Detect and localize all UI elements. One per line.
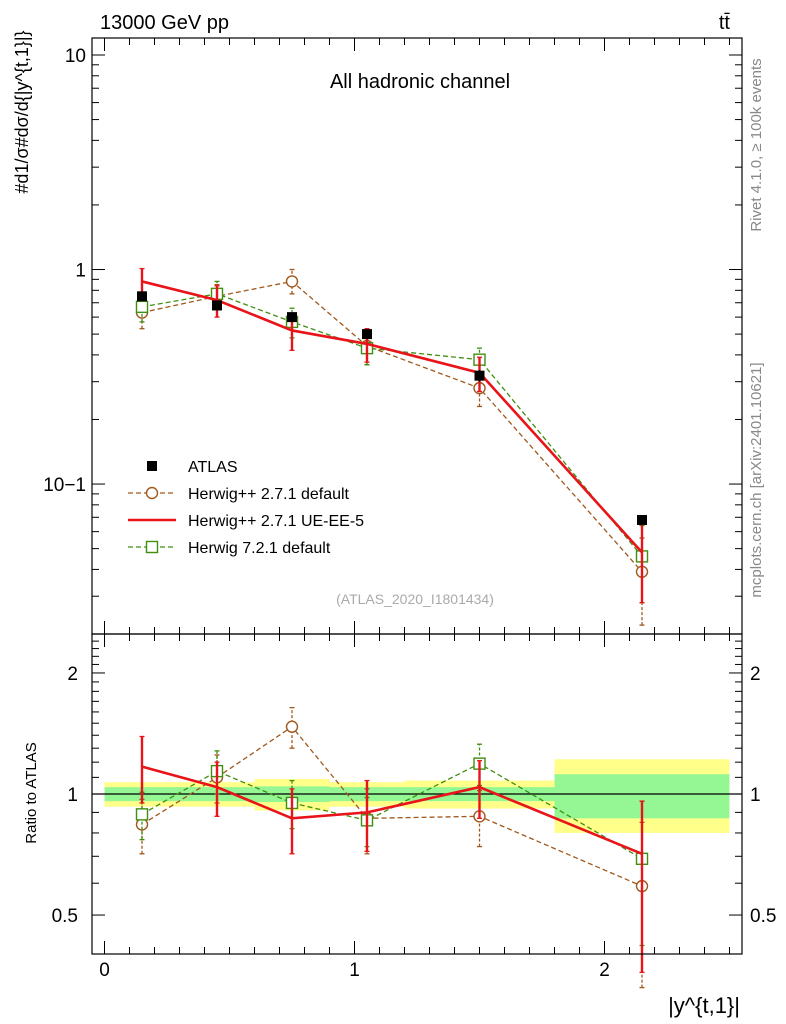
ratio-y-tick-label: 0.5 [52, 906, 78, 927]
analysis-watermark: (ATLAS_2020_I1801434) [336, 591, 494, 607]
main-herwig-2-7-1-default-marker [285, 275, 299, 288]
legend-marker-atlas [147, 461, 157, 471]
y-tick-label: 10−1 [43, 475, 86, 496]
x-tick-label: 1 [349, 960, 360, 981]
x-tick-label: 0 [99, 960, 110, 981]
atlas-data-point [474, 370, 485, 381]
main-herwig-7-2-1-default-line [141, 293, 643, 557]
ratio-panel: Ratio to ATLAS 0.5 0.5 1 1 2 2 0 1 2 |y^{t,1}| [23, 38, 776, 1018]
atlas-data-point [362, 329, 372, 340]
main-herwig-2-7-1-default-line [141, 280, 643, 573]
y-tick-label: 10 [65, 46, 86, 67]
y-tick-label: 1 [75, 261, 86, 282]
ratio-herwig-2-7-1-ue-ee-5-series [139, 735, 645, 974]
main-y-axis-label: #d1/σ#dσ/d{|y^{t,1}|} [12, 30, 32, 193]
ratio-y-tick-label: 1 [67, 785, 78, 806]
ratio-y-tick-label: 2 [67, 664, 78, 685]
atlas-data-series [137, 291, 647, 525]
x-tick-label: 2 [599, 960, 610, 981]
ratio-herwig-2-7-1-default-line [141, 725, 643, 887]
main-panel: All hadronic channel (ATLAS_2020_I180143… [12, 30, 743, 635]
ratio-herwig-2-7-1-default-marker [285, 720, 299, 733]
ratio-herwig-2-7-1-default-series [135, 706, 649, 989]
legend-label: ATLAS [188, 459, 238, 476]
x-axis-label: |y^{t,1}| [668, 993, 740, 1018]
legend-label: Herwig++ 2.7.1 default [188, 486, 350, 503]
ratio-herwig-7-2-1-default-line [141, 762, 643, 860]
legend-marker [145, 486, 159, 500]
atlas-data-point [212, 300, 222, 311]
ratio-y-tick-label-right: 2 [750, 664, 761, 685]
legend-label: Herwig++ 2.7.1 UE-EE-5 [188, 513, 364, 530]
ratio-herwig-7-2-1-default-marker [135, 808, 149, 821]
header-left-label: 13000 GeV pp [100, 12, 229, 34]
atlas-data-point [137, 291, 147, 302]
ratio-y-axis-label: Ratio to ATLAS [23, 742, 40, 843]
legend-label: Herwig 7.2.1 default [188, 540, 331, 557]
legend: ATLAS Herwig++ 2.7.1 default Herwig++ 2.7.… [128, 459, 364, 557]
main-herwig-7-2-1-default-marker [135, 300, 149, 314]
header-right-label: tt̄ [719, 12, 731, 34]
atlas-data-point [637, 514, 647, 525]
atlas-data-point [287, 312, 297, 323]
ratio-y-tick-label-right: 0.5 [750, 906, 776, 927]
ratio-y-tick-label-right: 1 [750, 785, 761, 806]
rivet-version-label: Rivet 4.1.0, ≥ 100k events [748, 58, 765, 231]
main-herwig-2-7-1-default-series [135, 268, 649, 626]
mcplots-label: mcplots.cern.ch [arXiv:2401.10621] [748, 362, 765, 597]
legend-marker [145, 540, 159, 554]
chart-title: All hadronic channel [330, 71, 510, 93]
ratio-herwig-2-7-1-ue-ee-5-line [141, 765, 643, 856]
main-herwig-2-7-1-ue-ee-5-line [141, 280, 643, 554]
